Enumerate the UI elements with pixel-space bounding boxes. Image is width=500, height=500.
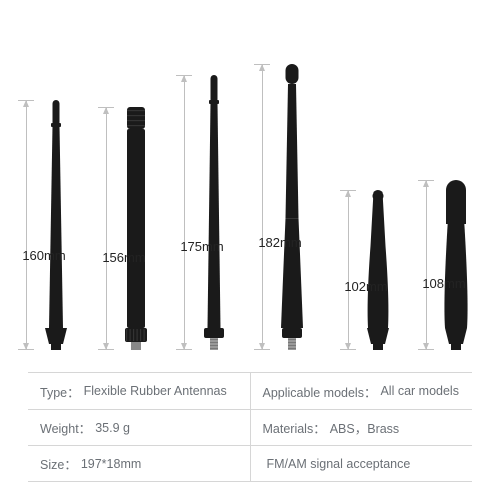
- dimension-line: [106, 107, 107, 350]
- spec-key: Type：: [40, 382, 80, 401]
- dimension-label: 156mm: [102, 250, 145, 265]
- spec-key: Weight：: [40, 418, 91, 437]
- spec-cell: Applicable models： All car models: [250, 373, 473, 409]
- dimension-line: [262, 64, 263, 350]
- spec-cell: Materials： ABS，Brass: [250, 410, 473, 445]
- spec-key: Materials：: [263, 418, 326, 437]
- spec-key: Applicable models：: [263, 382, 377, 401]
- spec-cell: FM/AM signal acceptance: [250, 446, 473, 481]
- dimension-label: 175mm: [180, 239, 223, 254]
- spec-val: 197*18mm: [81, 457, 141, 471]
- dimension-label: 108mm: [422, 276, 465, 291]
- antenna-item: [272, 64, 312, 350]
- spec-val: All car models: [380, 384, 459, 398]
- antenna-item: [358, 190, 398, 350]
- spec-row: Size： 197*18mm FM/AM signal acceptance: [28, 445, 472, 481]
- dimension-line: [184, 75, 185, 350]
- spec-row: Type： Flexible Rubber Antennas Applicabl…: [28, 373, 472, 409]
- antenna-item: [194, 75, 234, 350]
- antenna-item: [436, 180, 476, 350]
- spec-row: Weight： 35.9 g Materials： ABS，Brass: [28, 409, 472, 445]
- dimension-line: [26, 100, 27, 350]
- spec-val: ABS，Brass: [330, 418, 399, 437]
- antenna-item: [36, 100, 76, 350]
- spec-cell: Type： Flexible Rubber Antennas: [28, 373, 250, 409]
- antenna-item: [116, 107, 156, 350]
- dimension-label: 182mm: [258, 235, 301, 250]
- specs-table: Type： Flexible Rubber Antennas Applicabl…: [28, 372, 472, 482]
- dimension-label: 160mm: [22, 248, 65, 263]
- spec-val: 35.9 g: [95, 421, 130, 435]
- spec-cell: Size： 197*18mm: [28, 446, 250, 481]
- spec-val: FM/AM signal acceptance: [267, 457, 411, 471]
- spec-val: Flexible Rubber Antennas: [84, 384, 227, 398]
- dimension-line: [348, 190, 349, 350]
- spec-cell: Weight： 35.9 g: [28, 410, 250, 445]
- dimension-line: [426, 180, 427, 350]
- spec-key: Size：: [40, 454, 77, 473]
- antenna-display-area: 160mm 156mm 175mm 182mm 102mm 108mm: [0, 0, 500, 365]
- dimension-label: 102mm: [344, 279, 387, 294]
